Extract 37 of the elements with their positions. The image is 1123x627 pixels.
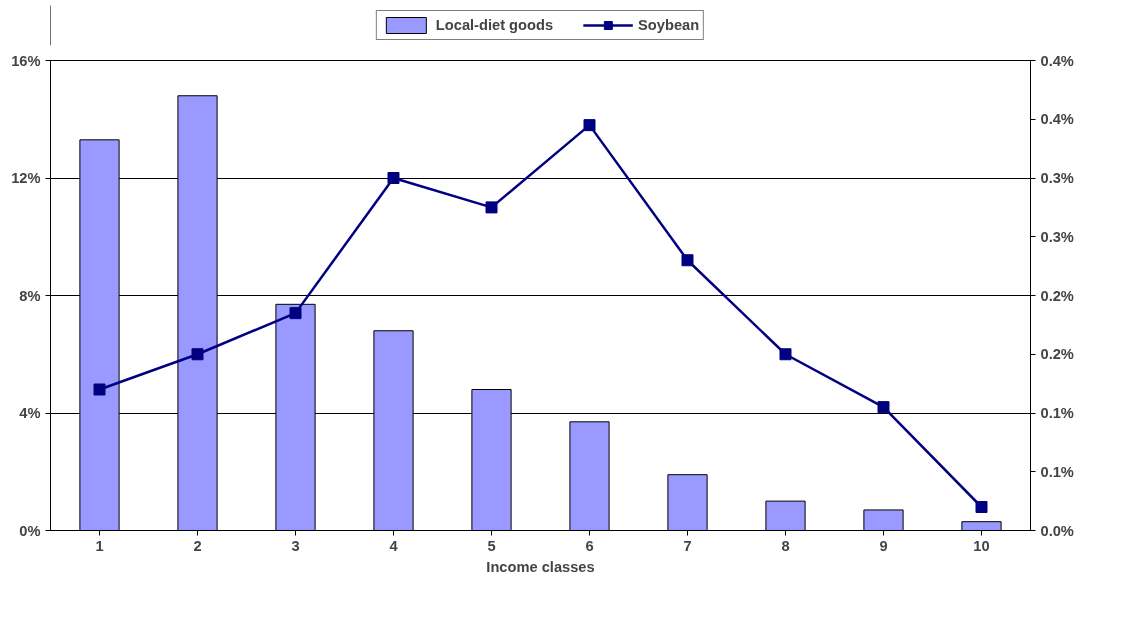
x-tick-label: 5 xyxy=(487,537,496,554)
point xyxy=(583,119,596,132)
x-axis-title: Income classes xyxy=(486,558,595,575)
point xyxy=(93,383,106,396)
y2-tick-label: 0.3% xyxy=(1040,228,1074,245)
x-tick-label: 3 xyxy=(291,537,300,554)
y-tick-label: 0% xyxy=(19,522,41,539)
y2-tick-label: 0.3% xyxy=(1040,170,1074,186)
legend-label: Local-diet goods xyxy=(435,17,554,33)
y2-tick-label: 0.1% xyxy=(1040,405,1074,421)
y-tick-label: 16% xyxy=(11,52,41,69)
point xyxy=(387,172,400,184)
y2-tick-label: 0.2% xyxy=(1040,287,1074,304)
y-tick-label: 12% xyxy=(11,170,41,186)
y2-tick-label: 0.4% xyxy=(1040,52,1074,69)
y2-tick-label: 0.2% xyxy=(1040,346,1074,363)
x-tick-label: 6 xyxy=(585,537,594,554)
x-tick-label: 9 xyxy=(879,537,888,554)
y2-tick-label: 0.4% xyxy=(1040,111,1074,128)
x-tick-label: 4 xyxy=(389,537,399,554)
x-tick-label: 7 xyxy=(683,537,692,554)
point xyxy=(877,401,890,414)
x-tick-label: 2 xyxy=(193,537,202,554)
point xyxy=(779,348,792,361)
x-tick-label: 10 xyxy=(973,537,990,554)
y2-tick-label: 0.0% xyxy=(1040,522,1074,539)
x-tick-label: 1 xyxy=(95,537,104,554)
point xyxy=(191,348,204,361)
y-tick-label: 4% xyxy=(19,405,41,421)
point xyxy=(975,501,988,513)
point xyxy=(485,201,498,214)
x-tick-label: 8 xyxy=(781,537,790,554)
y2-tick-label: 0.1% xyxy=(1040,463,1074,480)
point xyxy=(681,254,694,267)
y-tick-label: 8% xyxy=(19,287,41,304)
legend-label: Soybean xyxy=(638,17,700,33)
point xyxy=(289,307,302,320)
